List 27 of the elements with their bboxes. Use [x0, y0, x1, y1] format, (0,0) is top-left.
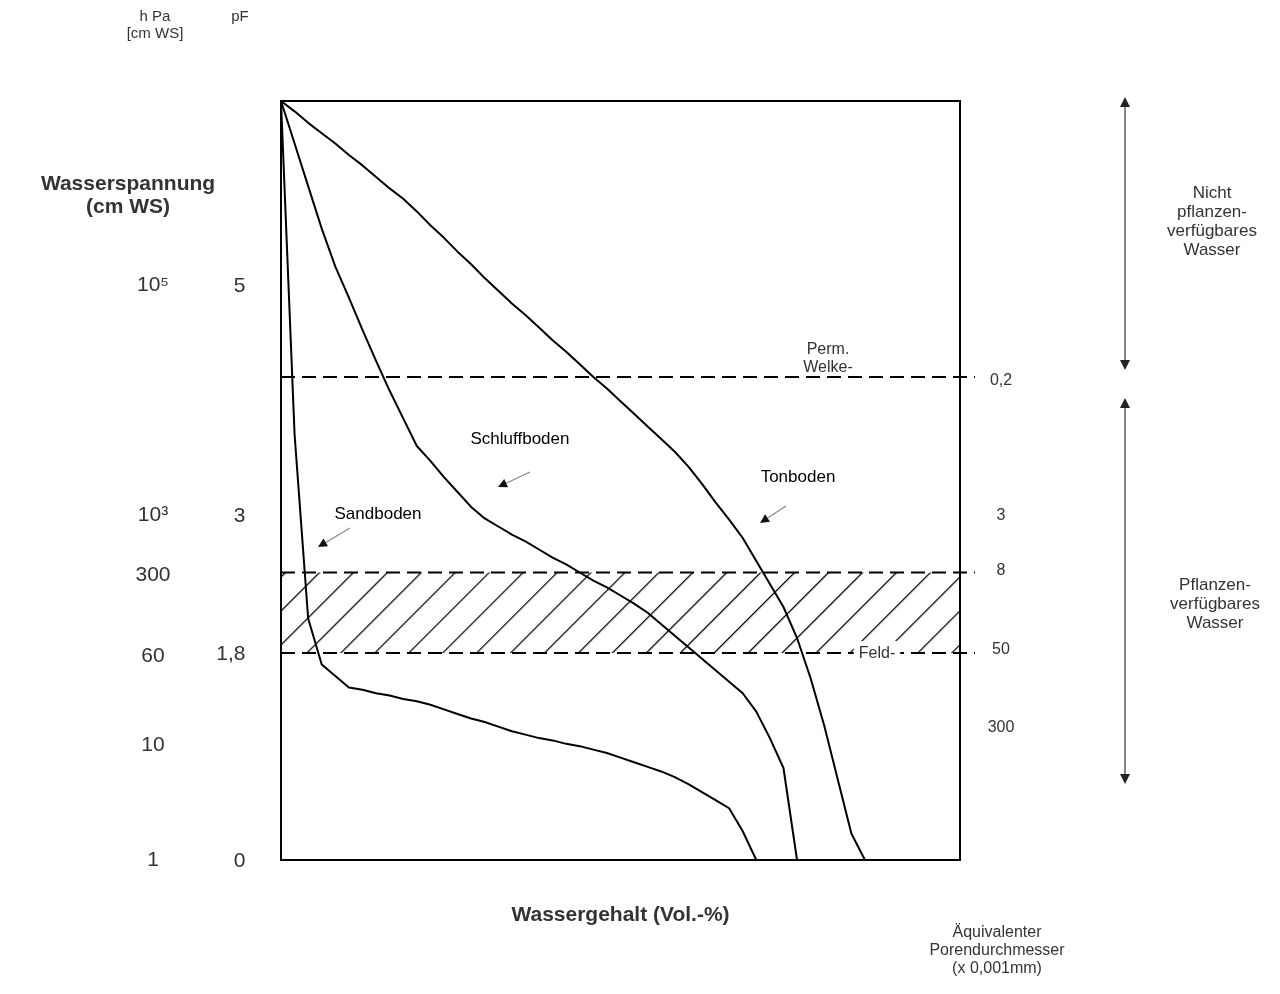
text: 8	[996, 561, 1006, 578]
y-tick-label: 5	[233, 272, 246, 296]
y2-tick-label: 10³	[137, 502, 169, 526]
y-tick-label: 3	[233, 502, 246, 526]
text: Pflanzen- verfügbares Wasser	[1170, 575, 1260, 632]
ref-line-label: Perm. Welke-	[803, 340, 853, 375]
text: 3	[996, 506, 1006, 523]
text: Nicht pflanzen- verfügbares Wasser	[1167, 183, 1257, 259]
text: pF	[231, 7, 249, 24]
y2-tick-label: 60	[141, 642, 165, 666]
y2-tick-label: 10	[141, 732, 165, 756]
y2-tick-label: 10⁵	[136, 272, 170, 296]
band-label: Feld-	[858, 644, 896, 661]
text: Tonboden	[760, 467, 836, 486]
series-label: Sandboden	[334, 504, 422, 523]
y2-tick-label: 1	[147, 847, 159, 870]
y-tick-label: 1,8	[216, 640, 246, 664]
text: 0,2	[989, 371, 1013, 388]
text: Äquivalenter Porendurchmesser (x 0,001mm)	[929, 923, 1066, 976]
x-axis-title: Wassergehalt (Vol.-%)	[511, 902, 730, 925]
text: h Pa [cm WS]	[126, 7, 184, 41]
text: 50	[992, 640, 1010, 657]
text: 300	[987, 718, 1015, 735]
text: Wasserspannung (cm WS)	[40, 171, 216, 217]
y2-tick-label: 300	[135, 562, 171, 586]
y-tick-label: 0	[233, 847, 246, 871]
text: Schluffboden	[470, 429, 570, 448]
